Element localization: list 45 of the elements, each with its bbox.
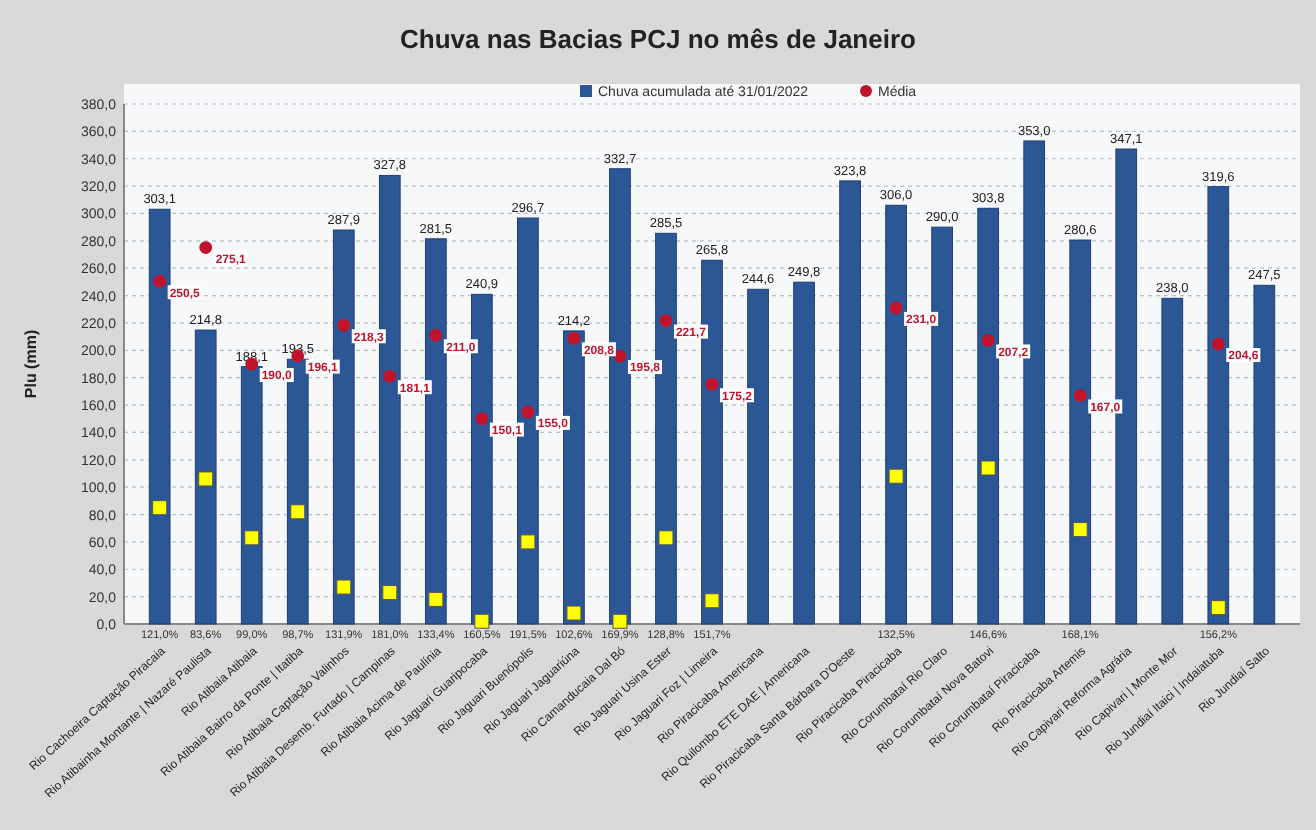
point [612, 613, 628, 629]
point [199, 241, 213, 254]
point [980, 460, 996, 476]
bar [839, 180, 861, 625]
point [613, 349, 627, 363]
bar [471, 293, 493, 625]
bar [240, 366, 263, 625]
point [521, 405, 535, 419]
point [659, 314, 673, 328]
point [1210, 600, 1226, 616]
bar [885, 204, 907, 625]
point [474, 613, 490, 629]
bar [793, 281, 815, 625]
point [153, 274, 167, 288]
bar [1207, 186, 1230, 625]
bar [148, 208, 171, 625]
point [1211, 337, 1225, 351]
point [888, 468, 904, 484]
bar [1069, 239, 1092, 625]
point [198, 471, 214, 487]
point [520, 534, 536, 550]
point [337, 318, 351, 332]
y-axis-title: Plu (mm) [22, 329, 40, 399]
point [981, 334, 995, 347]
point [658, 530, 674, 546]
chart-title: Chuva nas Bacias PCJ no mês de Janeiro [400, 24, 917, 54]
point [889, 301, 903, 315]
bar [1161, 297, 1184, 625]
point [290, 504, 306, 520]
point [567, 331, 581, 345]
bar [194, 329, 217, 625]
point [566, 605, 582, 621]
point [152, 500, 168, 516]
point [382, 585, 398, 601]
point [704, 593, 720, 609]
point [244, 530, 260, 546]
point [475, 412, 489, 425]
point [705, 377, 719, 391]
point [383, 369, 397, 383]
bar [977, 207, 1000, 625]
point [1073, 389, 1087, 402]
point [428, 591, 444, 607]
point [1072, 522, 1088, 538]
point [336, 579, 352, 595]
point [429, 328, 443, 342]
